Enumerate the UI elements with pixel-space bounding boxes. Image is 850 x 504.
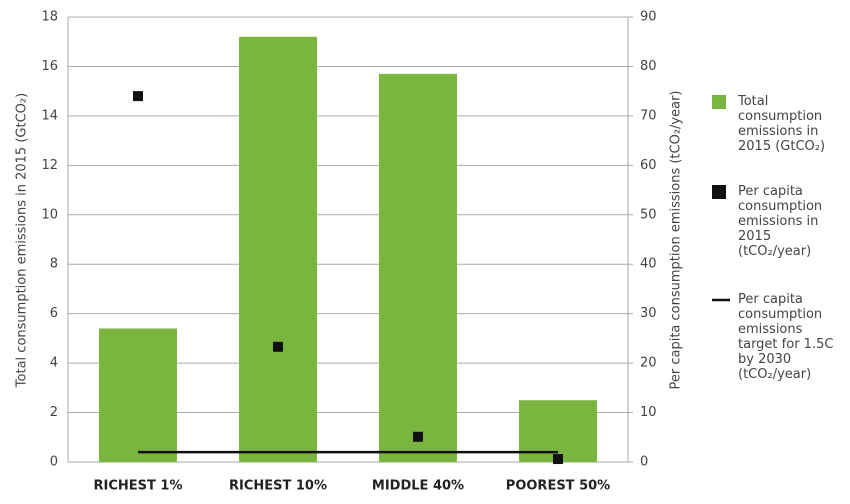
point [133, 91, 143, 102]
legend-label: Per capita consumption emissions target … [738, 292, 834, 382]
y-tick-label: 14 [41, 108, 58, 123]
y-tick-label: 2 [50, 405, 58, 420]
point [413, 431, 423, 442]
x-tick-label: MIDDLE 40% [372, 479, 464, 494]
y-tick-label: 10 [41, 207, 58, 222]
point [553, 454, 563, 465]
y-tick-label: 4 [50, 356, 58, 371]
y2-tick-label: 40 [640, 257, 657, 272]
bar [99, 328, 177, 462]
legend-swatch [712, 185, 726, 199]
point [273, 341, 283, 352]
x-tick-label: POOREST 50% [506, 479, 610, 494]
y2-tick-label: 20 [640, 356, 657, 371]
legend-swatch [712, 95, 726, 109]
y2-tick-label: 70 [640, 108, 657, 123]
y2-tick-label: 90 [640, 10, 657, 25]
y-tick-label: 18 [41, 10, 58, 25]
legend-label: Per capita consumption emissions in 2015… [738, 184, 823, 259]
y-tick-label: 8 [50, 257, 58, 272]
y2-tick-label: 60 [640, 158, 657, 173]
y2-tick-label: 50 [640, 207, 657, 222]
y-tick-label: 12 [41, 158, 58, 173]
x-tick-label: RICHEST 1% [94, 479, 183, 494]
y2-tick-label: 0 [640, 455, 648, 470]
legend-label: Total consumption emissions in 2015 (GtC… [738, 94, 826, 154]
y2-tick-label: 80 [640, 59, 657, 74]
y2-axis-title: Per capita consumption emissions (tCO₂/y… [669, 91, 684, 390]
y-tick-label: 16 [41, 59, 58, 74]
y-tick-label: 6 [50, 306, 58, 321]
y2-tick-label: 30 [640, 306, 657, 321]
y2-tick-label: 10 [640, 405, 657, 420]
x-tick-label: RICHEST 10% [229, 479, 327, 494]
bar [239, 36, 317, 463]
y-tick-label: 0 [50, 455, 58, 470]
y-axis-title: Total consumption emissions in 2015 (GtC… [15, 93, 30, 388]
bar [379, 73, 457, 462]
